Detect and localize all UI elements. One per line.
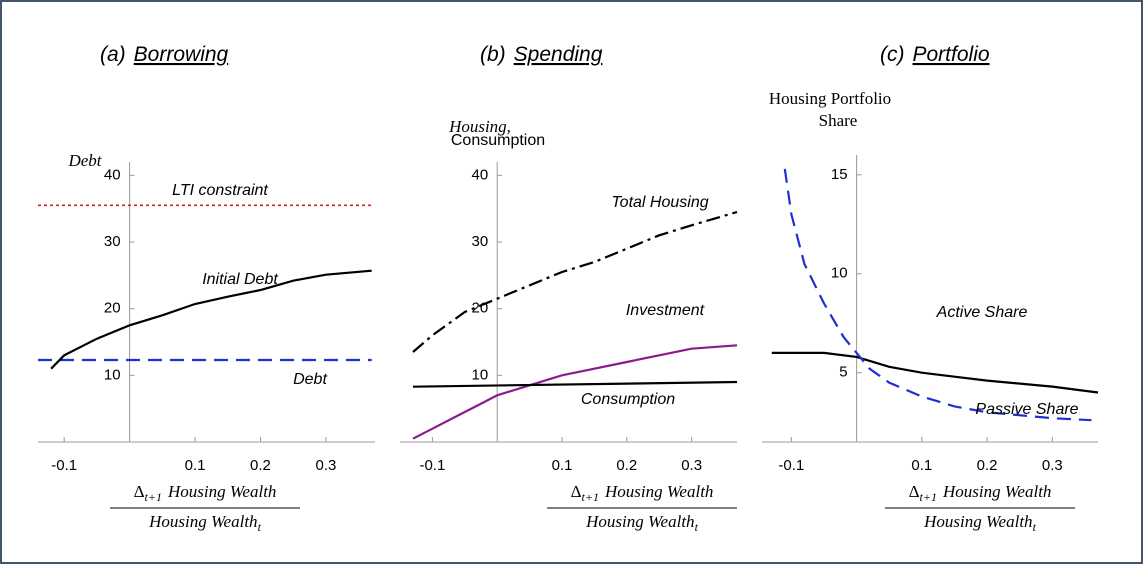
x-tick-label: 0.1 <box>552 457 573 474</box>
x-axis-label-denominator: Housing Wealtht <box>585 512 698 534</box>
y-tick-label: 10 <box>104 366 121 383</box>
numerator-text: Housing Wealth <box>167 482 276 501</box>
panel-name: Borrowing <box>134 43 229 66</box>
numerator-text: Housing Wealth <box>604 482 713 501</box>
series-annotation: Total Housing <box>611 194 708 211</box>
series-line <box>412 344 738 440</box>
y-tick-label: 30 <box>472 233 489 250</box>
subscript: t+1 <box>145 490 162 504</box>
x-axis-label-numerator: Δt+1 Housing Wealth <box>134 482 277 504</box>
denominator-text: Housing Wealth <box>148 512 257 531</box>
delta: Δ <box>909 482 920 501</box>
series-annotation: Consumption <box>581 391 675 408</box>
series-line <box>412 210 738 353</box>
x-tick-label: 0.3 <box>1042 457 1063 474</box>
subscript: t+1 <box>582 490 599 504</box>
series-line <box>771 351 1099 394</box>
series-line <box>783 168 1092 422</box>
x-tick-label: 0.2 <box>977 457 998 474</box>
series-annotation: LTI constraint <box>172 182 268 199</box>
series-line <box>412 380 738 388</box>
panel-title: (b) Spending <box>480 43 603 66</box>
x-tick-label: 0.3 <box>315 457 336 474</box>
y-tick-label: 40 <box>104 166 121 183</box>
y-tick-label: 15 <box>831 166 848 183</box>
y-axis-label: Housing, <box>448 117 511 136</box>
subscript: t <box>695 520 699 534</box>
x-tick-label: 0.2 <box>250 457 271 474</box>
series-annotation: Passive Share <box>975 401 1078 418</box>
y-tick-label: 10 <box>472 366 489 383</box>
x-tick-label: 0.1 <box>911 457 932 474</box>
x-axis-label-numerator: Δt+1 Housing Wealth <box>571 482 714 504</box>
delta: Δ <box>134 482 145 501</box>
y-axis-label: Share <box>819 111 858 130</box>
series-annotation: Active Share <box>936 304 1028 321</box>
denominator-text: Housing Wealth <box>585 512 694 531</box>
x-tick-label: 0.1 <box>185 457 206 474</box>
series-annotation: Debt <box>293 371 327 388</box>
x-axis-label-denominator: Housing Wealtht <box>148 512 261 534</box>
panel-title: (c) Portfolio <box>880 43 990 66</box>
subscript: t <box>258 520 262 534</box>
panel-label: (c) <box>880 43 905 66</box>
y-tick-label: 20 <box>104 300 121 317</box>
x-tick-label: 0.2 <box>616 457 637 474</box>
y-axis-label: Housing Portfolio <box>769 89 891 108</box>
panel-name: Portfolio <box>913 43 990 66</box>
subscript: t <box>1033 520 1037 534</box>
panel-label: (b) <box>480 43 506 66</box>
y-tick-label: 30 <box>104 233 121 250</box>
series-line <box>50 269 372 370</box>
panel-name: Spending <box>514 43 603 66</box>
x-tick-label: 0.3 <box>681 457 702 474</box>
y-tick-label: 5 <box>839 364 847 381</box>
y-tick-label: 40 <box>472 166 489 183</box>
subscript: t+1 <box>920 490 937 504</box>
denominator-text: Housing Wealth <box>923 512 1032 531</box>
y-axis-label: Consumption <box>451 132 545 149</box>
y-axis-label: Debt <box>67 151 102 170</box>
panel-label: (a) <box>100 43 126 66</box>
delta: Δ <box>571 482 582 501</box>
numerator-text: Housing Wealth <box>942 482 1051 501</box>
x-tick-label: -0.1 <box>419 457 445 474</box>
x-tick-label: -0.1 <box>778 457 804 474</box>
x-axis-label-numerator: Δt+1 Housing Wealth <box>909 482 1052 504</box>
y-tick-label: 10 <box>831 265 848 282</box>
series-annotation: Investment <box>626 302 705 319</box>
series-annotation: Initial Debt <box>202 271 278 288</box>
x-tick-label: -0.1 <box>51 457 77 474</box>
x-axis-label-denominator: Housing Wealtht <box>923 512 1036 534</box>
panel-title: (a) Borrowing <box>100 43 229 66</box>
